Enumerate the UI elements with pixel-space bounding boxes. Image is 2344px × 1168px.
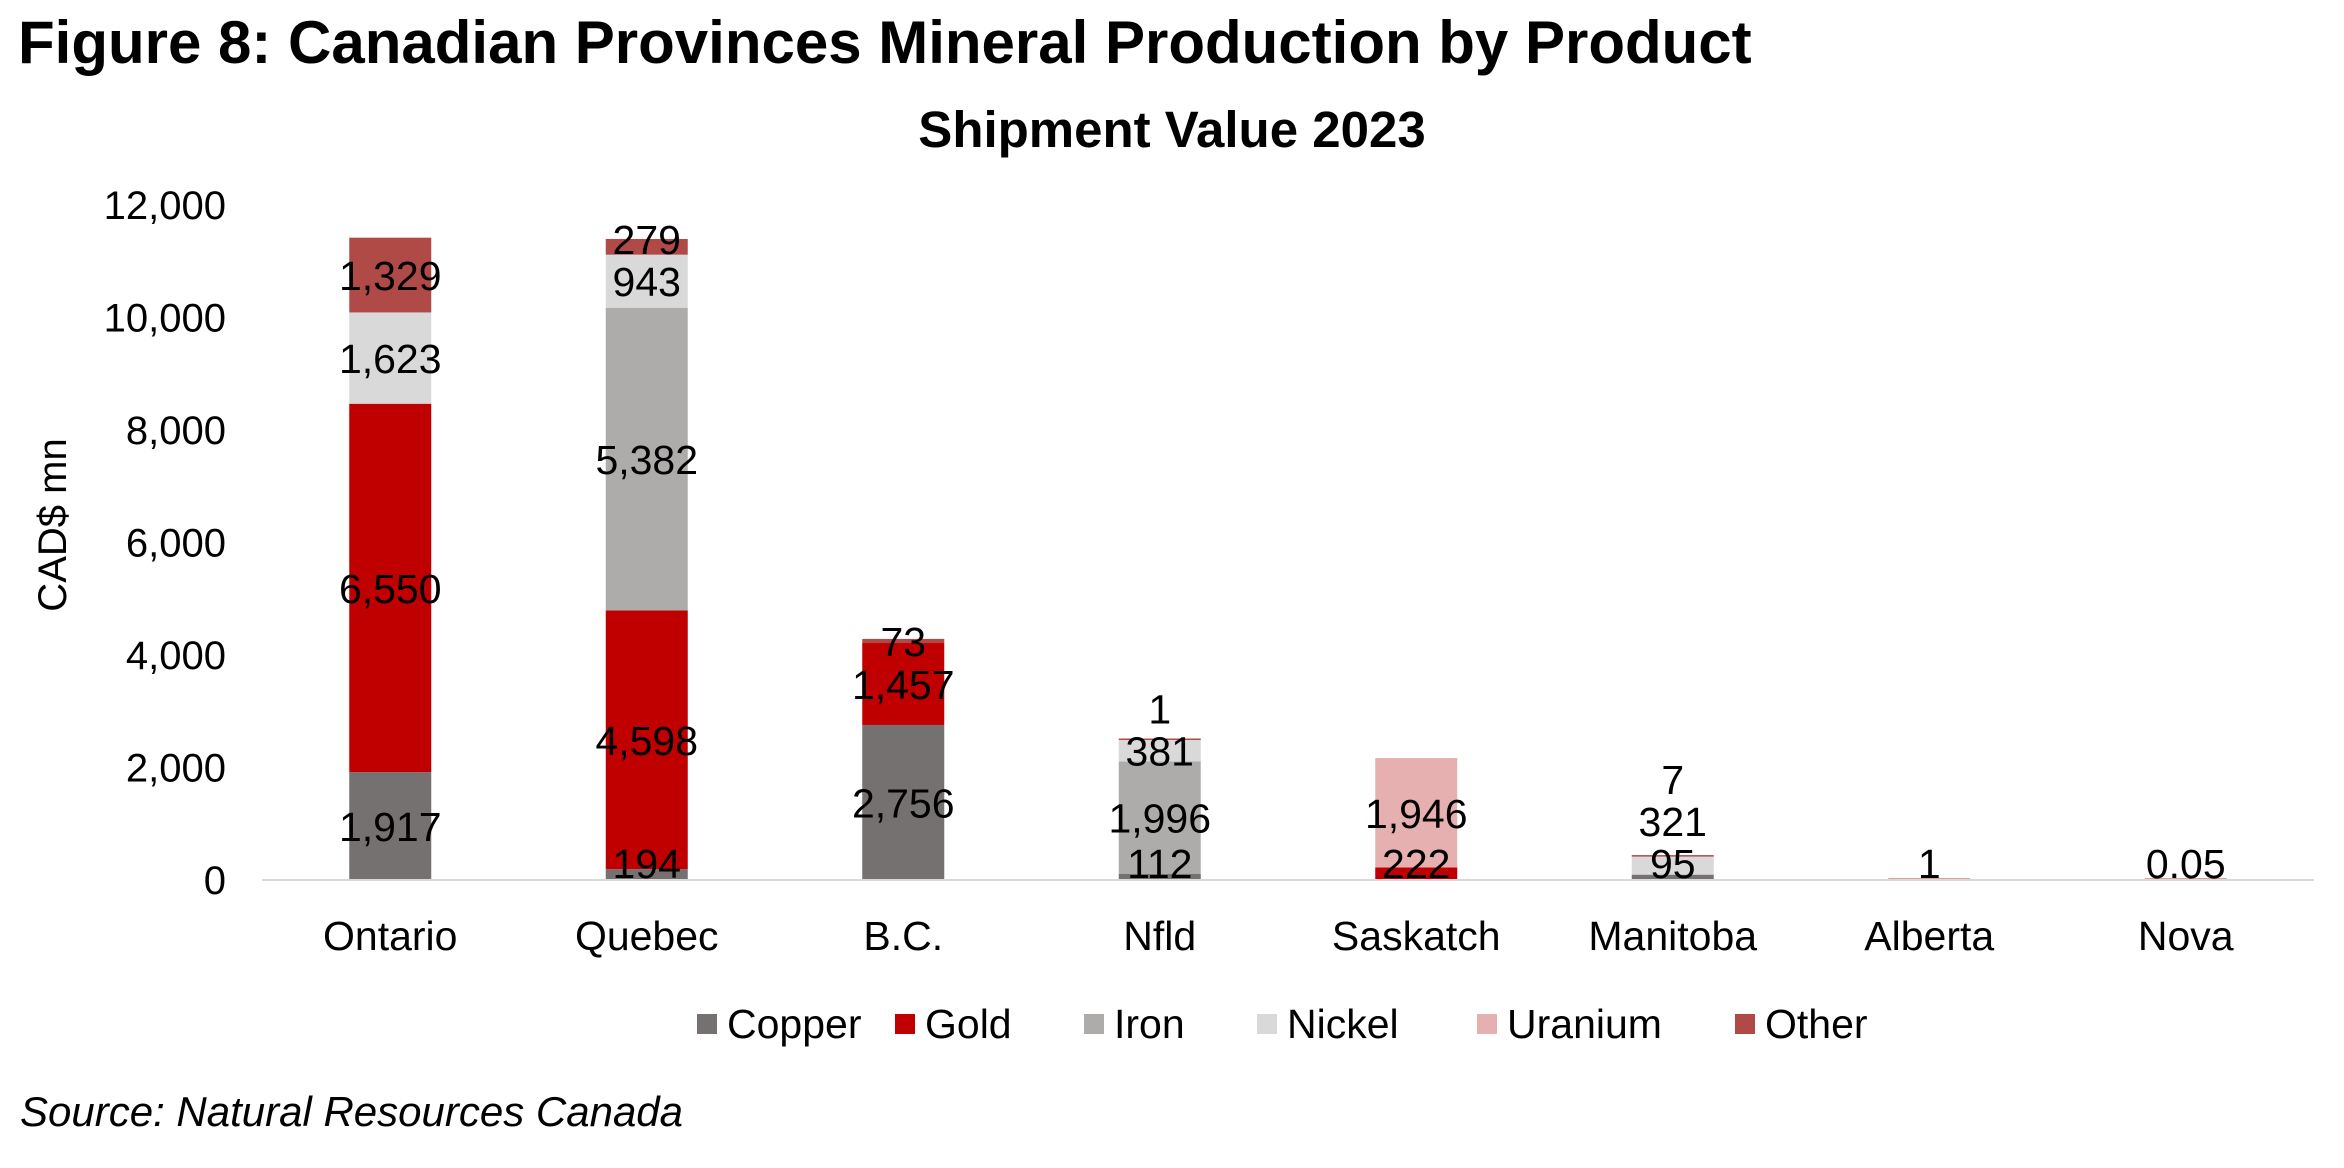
- bar-segment-copper: [1118, 873, 1201, 880]
- x-category-label: Alberta: [1864, 913, 1994, 959]
- bar-segment-iron: [605, 307, 688, 611]
- legend-label-copper: Copper: [727, 1001, 861, 1047]
- bar-segment-nickel: [349, 312, 432, 404]
- bar-segment-gold: [349, 403, 432, 773]
- legend-label-other: Other: [1765, 1001, 1868, 1047]
- legend-label-iron: Iron: [1114, 1001, 1185, 1047]
- legend-label-nickel: Nickel: [1287, 1001, 1399, 1047]
- x-category-label: Nfld: [1123, 913, 1196, 959]
- x-category-label: Quebec: [575, 913, 719, 959]
- bar-segment-nickel: [1631, 856, 1714, 875]
- y-axis: 0 2,000 4,000 6,000 8,000 10,000 12,000: [104, 184, 226, 903]
- bar-segment-iron: [1118, 761, 1201, 874]
- legend-swatch-other: [1735, 1014, 1755, 1034]
- data-label-nickel: 943: [613, 259, 681, 305]
- bar-segment-other: [349, 237, 432, 313]
- data-label-other: 1: [1918, 841, 1941, 887]
- bar-segment-copper: [862, 724, 945, 880]
- chart-title: Shipment Value 2023: [918, 101, 1426, 158]
- x-category-label: Saskatch: [1332, 913, 1501, 959]
- data-label-iron: 1,996: [1108, 796, 1211, 842]
- bar-segment-other: [1631, 855, 1714, 857]
- x-category-label: B.C.: [863, 913, 943, 959]
- bar-segment-gold: [1375, 867, 1458, 880]
- data-label-gold: 4,598: [595, 718, 698, 764]
- y-tick-label: 10,000: [104, 297, 226, 341]
- x-axis: Ontario Quebec B.C. Nfld Saskatch Manitoba Alb…: [323, 913, 2234, 959]
- data-label-nickel: 321: [1639, 799, 1707, 845]
- data-label-copper: 2,756: [852, 780, 955, 826]
- y-tick-label: 12,000: [104, 184, 226, 228]
- bar-segment-other: [862, 638, 945, 644]
- y-tick-label: 6,000: [126, 522, 226, 566]
- y-tick-label: 2,000: [126, 747, 226, 791]
- legend: Copper Gold Iron Nickel Uranium Other: [697, 1001, 1868, 1047]
- data-label-copper: 112: [1127, 841, 1192, 887]
- data-label-copper: 1,917: [339, 804, 442, 850]
- x-category-label: Nova: [2138, 913, 2234, 959]
- data-label-other: 7: [1661, 757, 1684, 803]
- legend-swatch-iron: [1084, 1014, 1104, 1034]
- data-label-nickel: 381: [1126, 729, 1194, 775]
- data-label-other: 73: [880, 619, 926, 665]
- data-label-uranium: 1,946: [1365, 791, 1468, 837]
- data-label-copper: 95: [1650, 841, 1696, 887]
- data-label-other: 0.05: [2146, 841, 2226, 887]
- data-label-gold: 1,457: [852, 662, 955, 708]
- bar-segment-gold: [605, 610, 688, 870]
- source-note: Source: Natural Resources Canada: [20, 1088, 684, 1135]
- x-category-label: Ontario: [323, 913, 457, 959]
- data-label-gold: 6,550: [339, 566, 442, 612]
- x-category-label: Manitoba: [1588, 913, 1757, 959]
- data-label-copper: 194: [613, 841, 681, 887]
- bar-segment-other: [1118, 738, 1201, 740]
- bars-group: [349, 237, 2227, 880]
- data-label-iron: 5,382: [595, 437, 698, 483]
- bar-segment-copper: [605, 869, 688, 880]
- legend-label-uranium: Uranium: [1507, 1001, 1662, 1047]
- legend-swatch-copper: [697, 1014, 717, 1034]
- data-label-nickel: 1,623: [339, 336, 442, 382]
- legend-swatch-nickel: [1257, 1014, 1277, 1034]
- bar-segment-copper: [1631, 874, 1714, 880]
- y-tick-label: 0: [204, 859, 226, 903]
- data-label-other: 1,329: [339, 253, 442, 299]
- y-tick-label: 4,000: [126, 634, 226, 678]
- legend-swatch-gold: [895, 1014, 915, 1034]
- figure-title: Figure 8: Canadian Provinces Mineral Pro…: [18, 9, 1752, 76]
- y-tick-label: 8,000: [126, 409, 226, 453]
- y-axis-label: CAD$ mn: [31, 438, 75, 611]
- legend-swatch-uranium: [1477, 1014, 1497, 1034]
- data-label-other: 279: [613, 217, 681, 263]
- bar-segment-copper: [349, 772, 432, 880]
- bar-segment-other: [605, 238, 688, 255]
- bar-segment-uranium: [1375, 758, 1458, 868]
- data-label-gold: 222: [1382, 841, 1450, 887]
- data-label-other: 1: [1148, 687, 1171, 733]
- bar-segment-nickel: [605, 254, 688, 308]
- bar-segment-nickel: [1118, 739, 1201, 762]
- legend-label-gold: Gold: [925, 1001, 1012, 1047]
- bar-segment-gold: [862, 643, 945, 725]
